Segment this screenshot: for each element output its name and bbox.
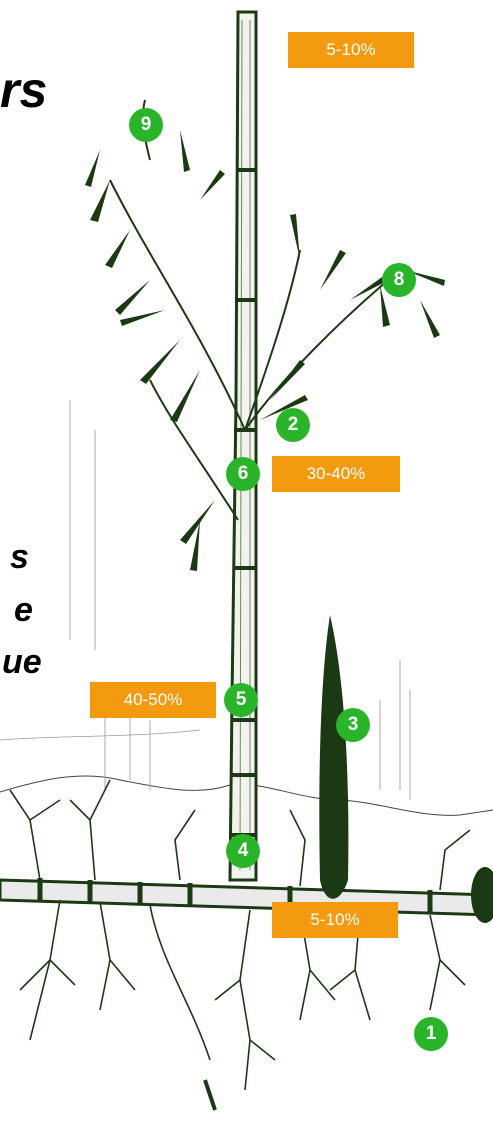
percent-badge-middle: 30-40% (272, 456, 400, 492)
mid-fragment-3: ue (2, 643, 42, 681)
marker-9: 9 (129, 108, 163, 142)
marker-2: 2 (276, 408, 310, 442)
marker-3: 3 (336, 708, 370, 742)
percent-badge-lower: 40-50% (90, 682, 216, 718)
marker-1: 1 (414, 1017, 448, 1051)
marker-6: 6 (226, 457, 260, 491)
mid-fragment-2: e (14, 591, 33, 629)
mid-fragment-1: s (10, 538, 29, 576)
marker-8: 8 (382, 263, 416, 297)
marker-4: 4 (226, 834, 260, 868)
top-right-fragment: rs (0, 62, 48, 118)
percent-badge-base: 5-10% (272, 902, 398, 938)
marker-5: 5 (224, 683, 258, 717)
percent-badge-top: 5-10% (288, 32, 414, 68)
